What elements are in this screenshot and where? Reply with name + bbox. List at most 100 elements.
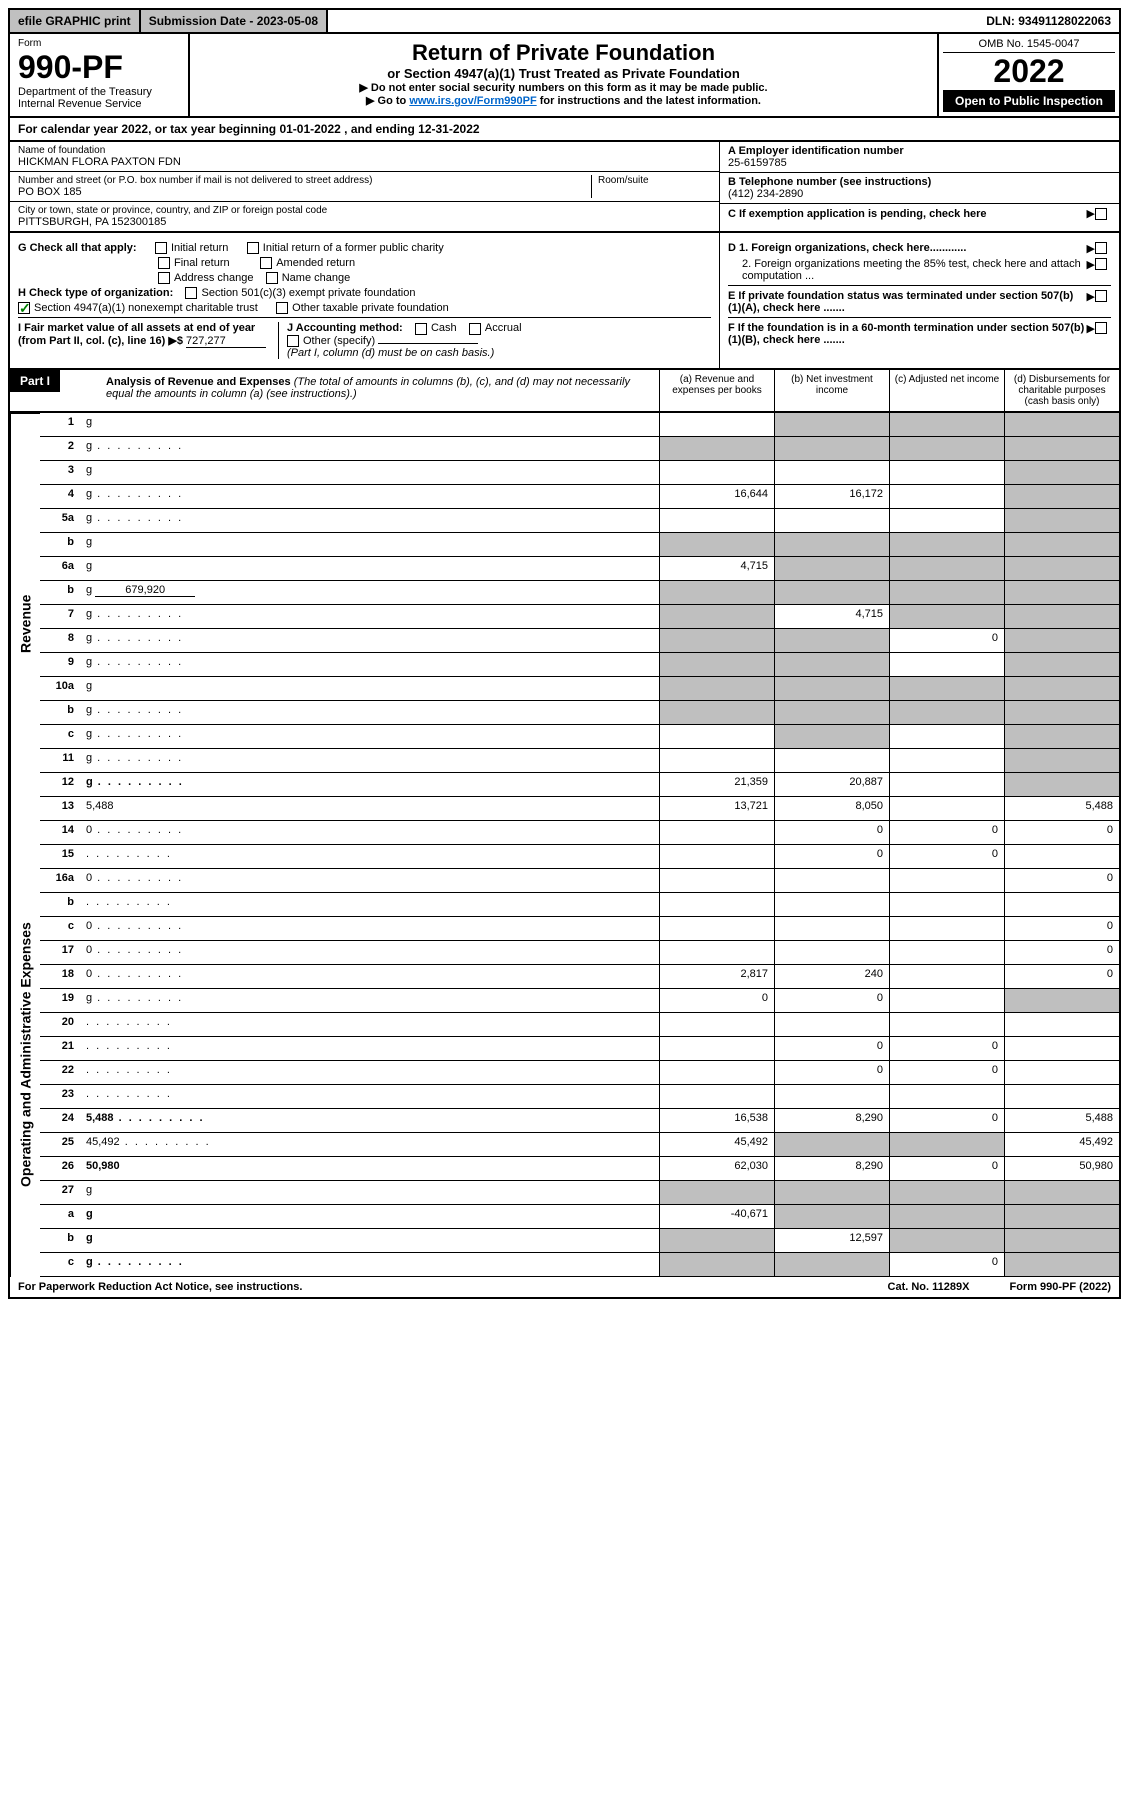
- col-c-value: [889, 605, 1004, 628]
- col-a-value: [659, 605, 774, 628]
- col-a-value: [659, 1037, 774, 1060]
- row-description: g: [80, 629, 659, 652]
- g-final-checkbox[interactable]: [158, 257, 170, 269]
- col-c-value: [889, 989, 1004, 1012]
- col-a-value: [659, 701, 774, 724]
- g-initial-checkbox[interactable]: [155, 242, 167, 254]
- row-description: 0: [80, 941, 659, 964]
- row-number: 1: [40, 413, 80, 436]
- d2-label: 2. Foreign organizations meeting the 85%…: [742, 258, 1087, 282]
- row-number: 17: [40, 941, 80, 964]
- dots: [86, 848, 172, 860]
- g-initial-former-checkbox[interactable]: [247, 242, 259, 254]
- dots: [92, 944, 183, 956]
- table-row: bg12,597: [40, 1229, 1119, 1253]
- form-link[interactable]: www.irs.gov/Form990PF: [409, 95, 536, 107]
- col-c-value: 0: [889, 1253, 1004, 1276]
- h-opt-1: Section 501(c)(3) exempt private foundat…: [201, 287, 415, 299]
- row-number: 27: [40, 1181, 80, 1204]
- col-c-value: [889, 485, 1004, 508]
- h-501c3-checkbox[interactable]: [185, 287, 197, 299]
- dots: [92, 872, 183, 884]
- efile-print-button[interactable]: efile GRAPHIC print: [10, 10, 141, 32]
- footer-mid: Cat. No. 11289X: [888, 1281, 970, 1293]
- arrow-icon: ▶: [1087, 242, 1095, 255]
- open-public-badge: Open to Public Inspection: [943, 90, 1115, 112]
- f-checkbox[interactable]: [1095, 322, 1107, 334]
- col-d-value: [1004, 989, 1119, 1012]
- d1-checkbox[interactable]: [1095, 242, 1107, 254]
- col-c-value: [889, 773, 1004, 796]
- table-row: 1g: [40, 413, 1119, 437]
- irs-label: Internal Revenue Service: [18, 98, 180, 110]
- j-other-field[interactable]: [378, 343, 478, 344]
- g-addr-checkbox[interactable]: [158, 272, 170, 284]
- col-b-value: [774, 533, 889, 556]
- table-row: 140000: [40, 821, 1119, 845]
- col-d-value: 45,492: [1004, 1133, 1119, 1156]
- table-row: 1802,8172400: [40, 965, 1119, 989]
- col-a-value: 16,538: [659, 1109, 774, 1132]
- row-description: [80, 1085, 659, 1108]
- g-amended-checkbox[interactable]: [260, 257, 272, 269]
- dots: [92, 440, 183, 452]
- col-b-value: 20,887: [774, 773, 889, 796]
- col-a-value: [659, 821, 774, 844]
- h-other-checkbox[interactable]: [276, 302, 288, 314]
- col-c-value: [889, 701, 1004, 724]
- j-cash-checkbox[interactable]: [415, 323, 427, 335]
- col-b-value: [774, 1133, 889, 1156]
- c-label: C If exemption application is pending, c…: [728, 208, 1087, 220]
- col-c-value: [889, 965, 1004, 988]
- row-number: 26: [40, 1157, 80, 1180]
- col-b-value: 0: [774, 1061, 889, 1084]
- footer-left: For Paperwork Reduction Act Notice, see …: [18, 1281, 302, 1293]
- table-row: 2650,98062,0308,290050,980: [40, 1157, 1119, 1181]
- row-description: 0: [80, 869, 659, 892]
- col-a-value: 2,817: [659, 965, 774, 988]
- table-row: bg: [40, 533, 1119, 557]
- col-a-value: [659, 581, 774, 604]
- row-description: g: [80, 605, 659, 628]
- row-description: g: [80, 461, 659, 484]
- j-other-checkbox[interactable]: [287, 335, 299, 347]
- d1-label: D 1. Foreign organizations, check here..…: [728, 242, 1087, 255]
- col-c-value: [889, 437, 1004, 460]
- g-opt-2: Final return: [174, 257, 230, 269]
- j-accrual-checkbox[interactable]: [469, 323, 481, 335]
- addr-label: Number and street (or P.O. box number if…: [18, 175, 591, 186]
- row-description: g: [80, 1181, 659, 1204]
- form-subtitle: or Section 4947(a)(1) Trust Treated as P…: [196, 66, 931, 81]
- j-other: Other (specify): [303, 335, 375, 347]
- col-d-value: [1004, 893, 1119, 916]
- part1-desc: Analysis of Revenue and Expenses (The to…: [100, 370, 659, 411]
- form-word: Form: [18, 38, 180, 49]
- col-a-value: [659, 677, 774, 700]
- g-opt-3: Amended return: [276, 257, 355, 269]
- e-checkbox[interactable]: [1095, 290, 1107, 302]
- instr2-pre: ▶ Go to: [366, 95, 409, 107]
- dots: [92, 824, 183, 836]
- col-c-value: [889, 461, 1004, 484]
- row-number: b: [40, 1229, 80, 1252]
- col-b-value: [774, 1013, 889, 1036]
- col-a-value: 62,030: [659, 1157, 774, 1180]
- checks-block: G Check all that apply: Initial return I…: [8, 233, 1121, 370]
- col-a-value: 13,721: [659, 797, 774, 820]
- h-4947-checkbox[interactable]: [18, 302, 30, 314]
- phone: (412) 234-2890: [728, 188, 1111, 200]
- row-description: g: [80, 773, 659, 796]
- row-description: g: [80, 653, 659, 676]
- g-line-3: Address change Name change: [18, 272, 711, 284]
- dots: [86, 896, 172, 908]
- col-d-value: [1004, 461, 1119, 484]
- col-a-value: [659, 653, 774, 676]
- header-left: Form 990-PF Department of the Treasury I…: [10, 34, 190, 116]
- col-a-value: [659, 917, 774, 940]
- g-name-checkbox[interactable]: [266, 272, 278, 284]
- dln: DLN: 93491128022063: [978, 10, 1119, 32]
- d2-checkbox[interactable]: [1095, 258, 1107, 270]
- col-c-value: [889, 749, 1004, 772]
- col-b-value: [774, 1181, 889, 1204]
- exemption-checkbox[interactable]: [1095, 208, 1107, 220]
